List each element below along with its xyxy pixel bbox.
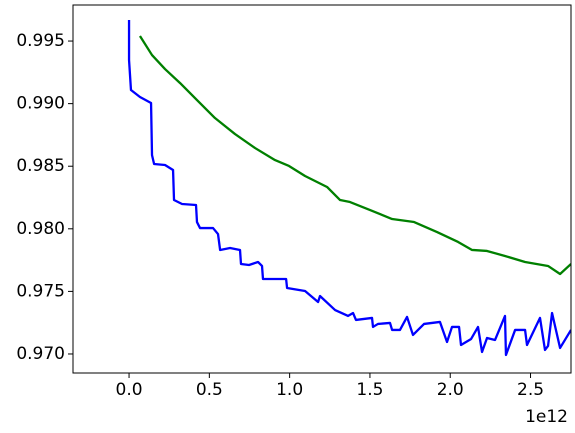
y-tick-label: 0.970	[16, 344, 65, 364]
y-tick-label: 0.990	[16, 94, 65, 114]
x-offset-label: 1e12	[525, 407, 568, 427]
x-tick-label: 0.5	[196, 380, 223, 400]
x-tick-label: 2.5	[517, 380, 544, 400]
data-line	[138, 35, 571, 276]
x-tick-label: 2.0	[437, 380, 464, 400]
axes-frame	[72, 4, 572, 374]
x-tick-label: 1.0	[276, 380, 303, 400]
y-tick-label: 0.985	[16, 156, 65, 176]
x-tick-label: 0.0	[116, 380, 143, 400]
y-tick-label: 0.995	[16, 31, 65, 51]
y-tick-label: 0.975	[16, 281, 65, 301]
x-tick-label: 1.5	[356, 380, 383, 400]
plot-lines	[127, 20, 571, 357]
data-line	[127, 20, 571, 357]
y-tick-label: 0.980	[16, 219, 65, 239]
